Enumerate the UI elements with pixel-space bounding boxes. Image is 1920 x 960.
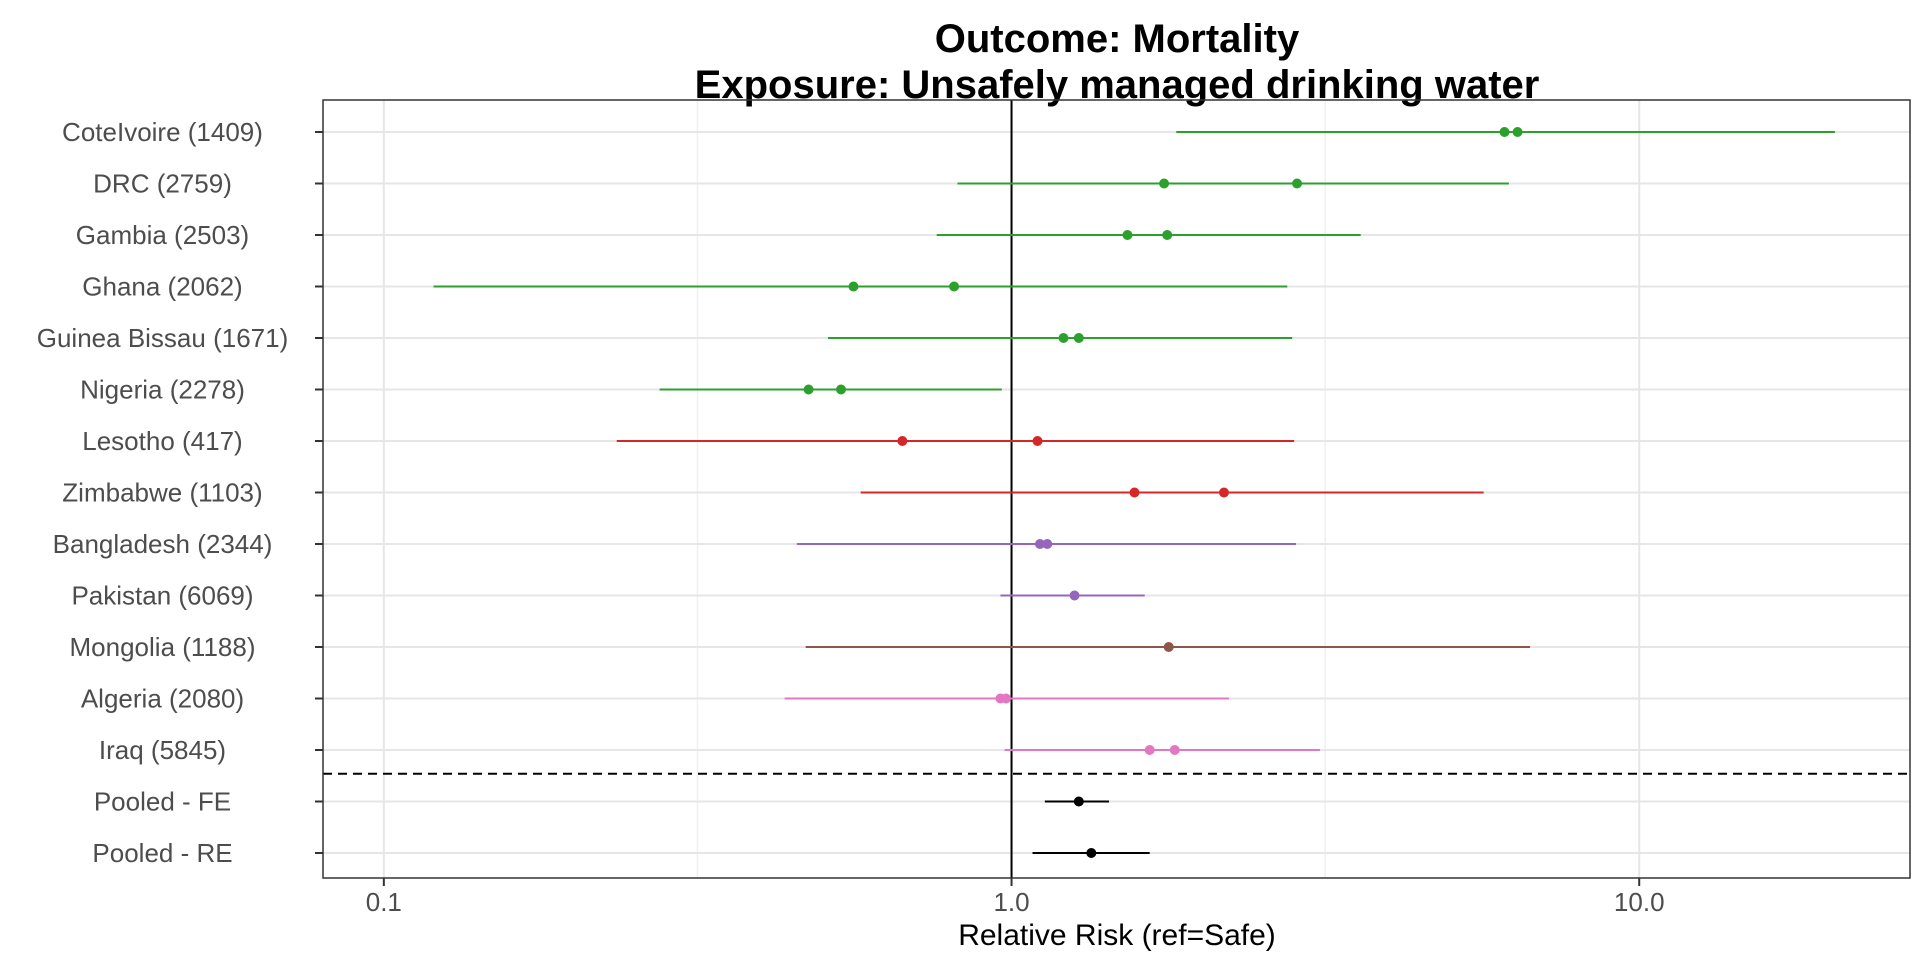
forest-row [827,333,1293,343]
estimate-point [1086,848,1097,858]
estimate-point [1144,745,1155,755]
row-label: DRC (2759) [93,169,232,199]
estimate-point [1162,230,1173,240]
forest-row [1176,127,1835,137]
forest-row [1044,796,1110,807]
x-axis: 0.1 1.0 10.0 [366,878,1665,917]
estimate-point [1218,487,1229,498]
forest-row [433,281,1288,292]
row-label: Lesotho (417) [82,426,242,456]
row-label: Bangladesh (2344) [53,529,273,559]
estimate-point [1159,178,1170,189]
forest-row [860,487,1484,498]
plot-border [322,99,1911,879]
row-label: CoteIvoire (1409) [62,117,263,147]
estimate-point [848,281,859,292]
row-label: Zimbabwe (1103) [62,478,262,508]
forest-rows [433,127,1835,858]
chart-title: Outcome: Mortality [935,17,1300,61]
estimate-point [1163,642,1174,652]
estimate-point [1042,539,1053,549]
row-label: Pakistan (6069) [71,581,253,611]
estimate-point [897,436,908,446]
estimate-point [1499,127,1510,137]
estimate-point [1001,693,1012,704]
forest-row [1000,590,1145,601]
estimate-point [1034,539,1045,549]
estimate-point [1122,230,1133,240]
estimate-point [1512,127,1523,137]
forest-row [1004,745,1320,755]
row-label: Guinea Bissau (1671) [37,323,288,353]
row-label: Pooled - FE [94,787,231,817]
plot-area [322,99,1911,879]
forest-row [936,230,1361,240]
estimate-point [1069,590,1080,601]
forest-row [784,693,1229,704]
forest-row [796,539,1297,549]
row-label: Gambia (2503) [76,220,249,250]
row-label: Ghana (2062) [82,272,242,302]
forest-row [957,178,1509,189]
row-label: Iraq (5845) [99,735,226,765]
x-tick-label: 1.0 [993,887,1029,917]
estimate-point [836,384,847,395]
estimate-point [1292,178,1303,189]
forest-row [1032,848,1150,858]
estimate-point [1129,487,1140,498]
x-tick-label: 0.1 [366,887,402,917]
estimate-point [949,281,960,292]
row-label: Nigeria (2278) [80,375,245,405]
row-label: Pooled - RE [92,838,232,868]
row-label: Algeria (2080) [81,684,244,714]
estimate-point [1073,333,1084,343]
row-label: Mongolia (1188) [70,632,256,662]
forest-row [805,642,1531,652]
forest-row [659,384,1002,395]
estimate-point [1073,796,1084,807]
x-tick-label: 10.0 [1614,887,1665,917]
row-labels: CoteIvoire (1409) DRC (2759) Gambia (2503)… [37,117,323,868]
forest-row [616,436,1295,446]
estimate-point [1032,436,1043,446]
estimate-point [1169,745,1180,755]
x-axis-title: Relative Risk (ref=Safe) [958,919,1276,952]
estimate-point [803,384,814,395]
estimate-point [1058,333,1069,343]
